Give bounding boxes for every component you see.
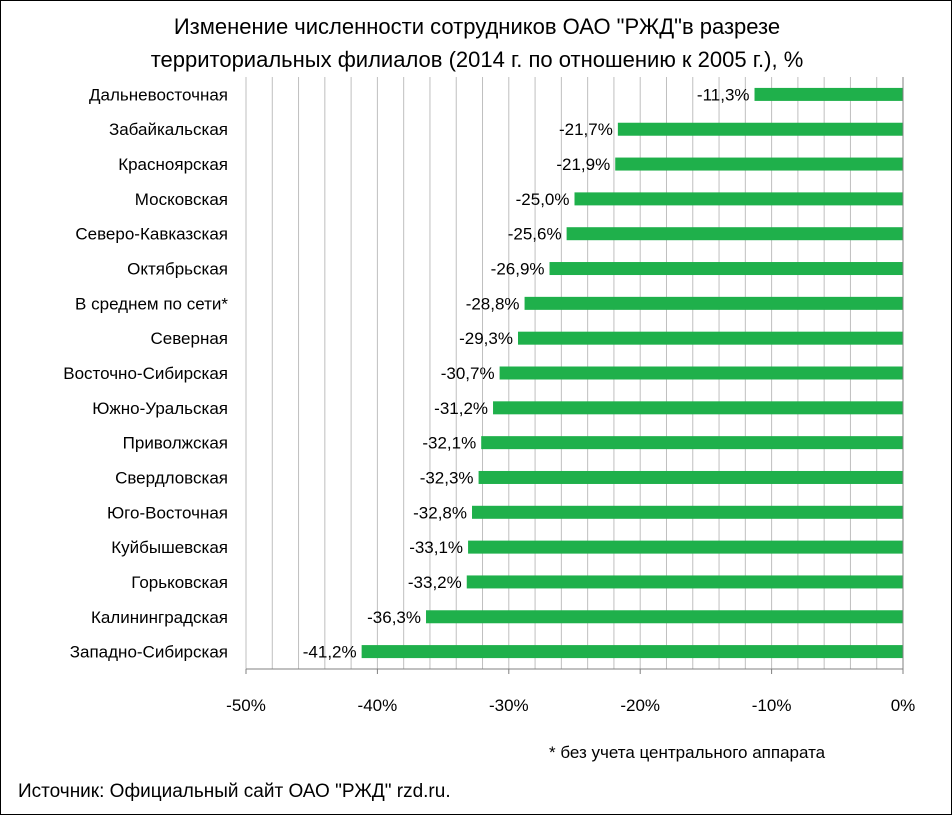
bar bbox=[466, 575, 903, 589]
data-label: -25,6% bbox=[508, 225, 562, 244]
category-label: Забайкальская bbox=[109, 120, 228, 139]
data-label: -36,3% bbox=[367, 608, 421, 627]
bars bbox=[361, 87, 904, 659]
chart-title-line: Изменение численности сотрудников ОАО "Р… bbox=[174, 14, 780, 39]
data-label: -11,3% bbox=[697, 85, 750, 104]
category-label: Калининградская bbox=[91, 608, 228, 627]
data-label: -33,2% bbox=[408, 573, 462, 592]
x-tick-label: -40% bbox=[358, 696, 398, 715]
x-tick-label: 0% bbox=[891, 696, 916, 715]
bar bbox=[566, 227, 903, 241]
chart-title: Изменение численности сотрудников ОАО "Р… bbox=[151, 14, 804, 72]
data-label: -28,8% bbox=[466, 294, 520, 313]
category-label: Московская bbox=[135, 190, 228, 209]
data-label: -25,0% bbox=[516, 190, 570, 209]
x-tick-label: -30% bbox=[489, 696, 529, 715]
category-labels: Дальневосточная Забайкальская Красноярская… bbox=[63, 85, 228, 661]
bar bbox=[361, 645, 904, 659]
footnote: * без учета центрального аппарата bbox=[549, 743, 826, 762]
category-label: Юго-Восточная bbox=[107, 503, 228, 522]
category-label: Северная bbox=[150, 329, 228, 348]
category-label: Свердловская bbox=[115, 468, 228, 487]
x-axis: -50% -40% -30% -20% -10% 0% bbox=[226, 77, 915, 715]
data-label: -29,3% bbox=[459, 329, 513, 348]
category-label: Октябрьская bbox=[127, 260, 228, 279]
bar bbox=[478, 470, 903, 484]
data-label: -32,8% bbox=[413, 503, 467, 522]
bar bbox=[617, 122, 903, 136]
data-label: -21,7% bbox=[559, 120, 613, 139]
data-label: -26,9% bbox=[491, 260, 545, 279]
data-label: -21,9% bbox=[556, 155, 610, 174]
category-label: Южно-Уральская bbox=[92, 399, 228, 418]
category-label: Куйбышевская bbox=[111, 538, 228, 557]
data-labels: -11,3% -21,7% -21,9% -25,0% -25,6% -26,9% -28,… bbox=[303, 85, 750, 661]
bar bbox=[426, 610, 903, 624]
category-label: Восточно-Сибирская bbox=[63, 364, 228, 383]
category-label: Северо-Кавказская bbox=[75, 225, 228, 244]
chart-title-line: территориальных филиалов (2014 г. по отн… bbox=[151, 47, 804, 72]
bar bbox=[499, 366, 903, 380]
data-label: -31,2% bbox=[434, 399, 488, 418]
bar bbox=[524, 296, 903, 310]
bar bbox=[574, 192, 903, 206]
bar bbox=[517, 331, 903, 345]
category-label: Приволжская bbox=[123, 434, 228, 453]
x-tick-label: -10% bbox=[752, 696, 792, 715]
data-label: -41,2% bbox=[303, 643, 357, 662]
bar bbox=[754, 87, 903, 101]
bar bbox=[468, 540, 903, 554]
data-label: -33,1% bbox=[409, 538, 463, 557]
source-note: Источник: Официальный сайт ОАО "РЖД" rzd… bbox=[18, 781, 451, 802]
category-label: В среднем по сети* bbox=[75, 294, 228, 313]
data-label: -32,3% bbox=[420, 468, 474, 487]
bar bbox=[481, 436, 903, 450]
x-tick-label: -20% bbox=[620, 696, 660, 715]
category-label: Западно-Сибирская bbox=[70, 643, 228, 662]
x-tick-label: -50% bbox=[226, 696, 266, 715]
data-label: -30,7% bbox=[441, 364, 495, 383]
data-label: -32,1% bbox=[422, 434, 476, 453]
category-label: Горьковская bbox=[131, 573, 228, 592]
category-label: Дальневосточная bbox=[89, 85, 228, 104]
bar bbox=[493, 401, 903, 415]
bar bbox=[472, 505, 903, 519]
bar bbox=[615, 157, 903, 171]
bar bbox=[549, 262, 903, 276]
category-label: Красноярская bbox=[118, 155, 228, 174]
